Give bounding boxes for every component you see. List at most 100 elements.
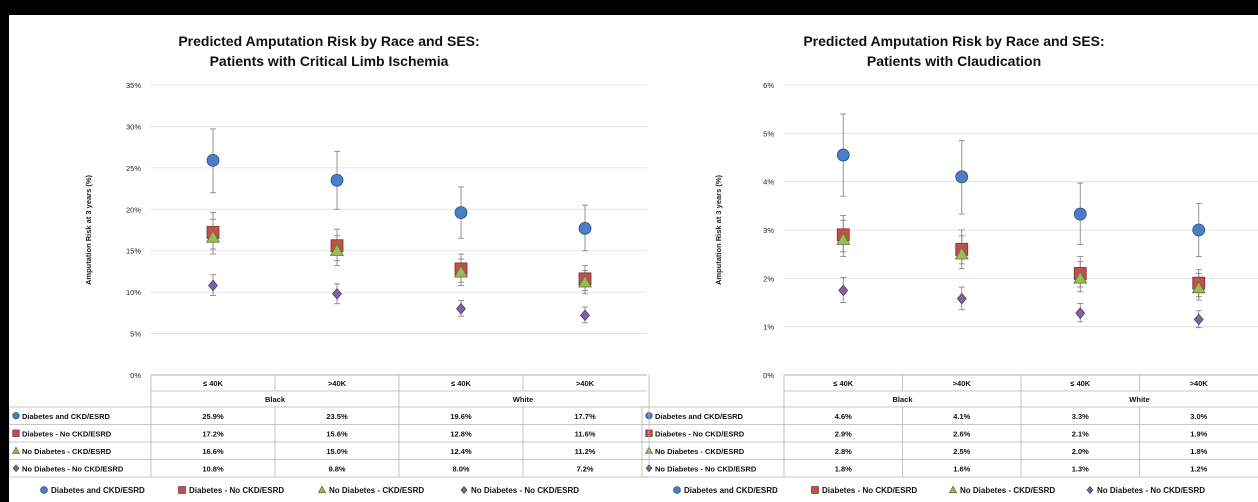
- data-label: 1.2%: [1190, 465, 1207, 474]
- data-point-circle: [836, 148, 850, 162]
- x-category-label: ≤ 40K: [833, 379, 854, 388]
- y-tick-label: 2%: [763, 274, 774, 283]
- data-label: 10.8%: [202, 465, 224, 474]
- y-tick-label: 5%: [130, 330, 141, 339]
- data-label: 15.0%: [326, 447, 348, 456]
- table-row-label: No Diabetes - No CKD/ESRD: [655, 465, 757, 474]
- data-label: 4.1%: [953, 412, 970, 421]
- data-point-diamond: [838, 284, 849, 297]
- table-row-label: Diabetes and CKD/ESRD: [655, 412, 744, 421]
- data-point-triangle: [1191, 280, 1206, 294]
- x-category-label: >40K: [576, 379, 595, 388]
- legend-key-diamond: [460, 485, 468, 495]
- table-row-label: Diabetes - No CKD/ESRD: [655, 430, 745, 439]
- table-row-label: No Diabetes - CKD/ESRD: [22, 447, 112, 456]
- y-axis-label: Amputation Risk at 3 years (%): [84, 174, 93, 285]
- data-label: 9.8%: [328, 465, 345, 474]
- data-label: 12.4%: [450, 447, 472, 456]
- legend-key-square: [811, 486, 819, 494]
- y-axis-label: Amputation Risk at 3 years (%): [714, 174, 723, 285]
- data-point-diamond: [1075, 307, 1086, 319]
- table-row-label: Diabetes - No CKD/ESRD: [22, 430, 112, 439]
- data-label: 1.8%: [835, 465, 852, 474]
- data-point-circle: [1192, 223, 1206, 237]
- x-category-label: >40K: [953, 379, 972, 388]
- y-tick-label: 1%: [763, 323, 774, 332]
- data-label: 2.5%: [953, 447, 970, 456]
- figure-canvas: Predicted Amputation Risk by Race and SE…: [9, 15, 1258, 502]
- data-label: 1.3%: [1072, 465, 1089, 474]
- data-point-circle: [206, 153, 220, 167]
- y-tick-label: 0%: [130, 371, 141, 380]
- chart-subtitle: Patients with Claudication: [867, 53, 1041, 69]
- data-point-triangle: [836, 232, 851, 245]
- data-label: 3.0%: [1190, 412, 1207, 421]
- x-category-label: ≤ 40K: [451, 379, 472, 388]
- data-point-triangle: [454, 264, 468, 278]
- legend-key-triangle: [317, 485, 327, 494]
- data-label: 2.0%: [1072, 447, 1089, 456]
- data-label: 2.1%: [1072, 430, 1089, 439]
- data-label: 1.6%: [953, 465, 970, 474]
- data-label: 3.3%: [1072, 412, 1089, 421]
- table-legend-key-circle: [12, 412, 20, 420]
- data-point-circle: [578, 221, 592, 235]
- data-point-triangle: [578, 274, 592, 288]
- data-point-circle: [454, 206, 468, 220]
- data-point-circle: [1073, 207, 1087, 221]
- data-label: 4.6%: [835, 412, 852, 421]
- chart-panel-1: Predicted Amputation Risk by Race and SE…: [9, 33, 647, 495]
- table-legend-key-square: [12, 429, 20, 437]
- data-point-diamond: [956, 292, 967, 305]
- legend-label: No Diabetes - No CKD/ESRD: [1097, 486, 1205, 495]
- x-category-label: >40K: [328, 379, 347, 388]
- data-point-diamond: [1193, 313, 1204, 326]
- data-label: 7.2%: [576, 465, 593, 474]
- data-label: 2.6%: [953, 430, 970, 439]
- chart-subtitle: Patients with Critical Limb Ischemia: [210, 53, 449, 69]
- legend-label: No Diabetes - No CKD/ESRD: [471, 486, 579, 495]
- chart-title: Predicted Amputation Risk by Race and SE…: [178, 33, 479, 49]
- data-label: 17.2%: [202, 430, 224, 439]
- data-label: 17.7%: [574, 412, 596, 421]
- y-tick-label: 0%: [763, 371, 774, 380]
- data-point-triangle: [1073, 270, 1088, 284]
- data-label: 25.9%: [202, 412, 224, 421]
- data-label: 11.2%: [575, 447, 596, 456]
- y-tick-label: 6%: [763, 81, 774, 90]
- data-label: 19.6%: [450, 412, 472, 421]
- table-row-label: Diabetes and CKD/ESRD: [22, 412, 111, 421]
- x-group-label: Black: [892, 395, 913, 404]
- data-label: 23.5%: [326, 412, 348, 421]
- legend-label: Diabetes and CKD/ESRD: [684, 486, 778, 495]
- data-label: 2.9%: [835, 430, 852, 439]
- data-label: 2.8%: [835, 447, 852, 456]
- legend-label: No Diabetes - CKD/ESRD: [329, 486, 424, 495]
- data-point-circle: [330, 173, 344, 187]
- chart-title: Predicted Amputation Risk by Race and SE…: [803, 33, 1104, 49]
- data-point-triangle: [330, 243, 344, 256]
- y-tick-label: 4%: [763, 178, 774, 187]
- legend-key-triangle: [948, 485, 958, 494]
- data-point-diamond: [208, 279, 218, 292]
- data-label: 11.6%: [575, 430, 596, 439]
- data-point-diamond: [332, 287, 342, 300]
- x-group-label: Black: [265, 395, 286, 404]
- x-category-label: ≤ 40K: [203, 379, 224, 388]
- x-category-label: >40K: [1190, 379, 1209, 388]
- table-legend-key-diamond: [645, 464, 653, 473]
- y-tick-label: 10%: [126, 288, 141, 297]
- table-row-label: No Diabetes - CKD/ESRD: [655, 447, 745, 456]
- data-point-diamond: [580, 309, 590, 322]
- legend-key-square: [178, 486, 186, 494]
- table-legend-key-triangle: [11, 446, 21, 454]
- chart-panel-2: Predicted Amputation Risk by Race and SE…: [641, 33, 1258, 495]
- data-point-triangle: [206, 230, 220, 243]
- legend-key-circle: [40, 486, 48, 494]
- legend-label: Diabetes and CKD/ESRD: [51, 486, 145, 495]
- legend-label: Diabetes - No CKD/ESRD: [822, 486, 917, 495]
- y-tick-label: 20%: [126, 205, 141, 214]
- data-label: 8.0%: [452, 465, 469, 474]
- data-point-circle: [955, 170, 969, 184]
- legend-key-diamond: [1086, 485, 1094, 495]
